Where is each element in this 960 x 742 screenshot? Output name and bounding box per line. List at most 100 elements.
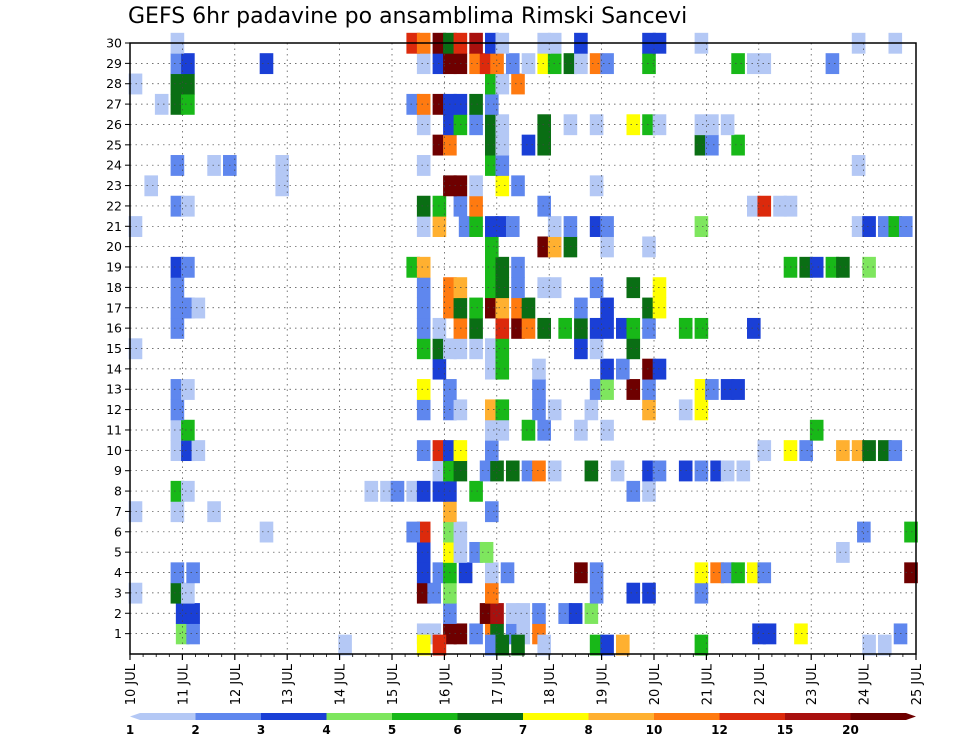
heatmap-cell [128, 216, 143, 237]
heatmap-cell [469, 195, 483, 217]
heatmap-cell [705, 379, 719, 400]
y-tick-label: 3 [114, 585, 122, 600]
y-tick-label: 22 [106, 198, 122, 213]
heatmap-cell [364, 480, 379, 502]
colorbar-swatch [392, 713, 458, 720]
heatmap-cell [406, 93, 421, 115]
heatmap-cell [495, 634, 510, 656]
heatmap-cell [694, 562, 709, 584]
y-tick-label: 8 [114, 484, 122, 499]
heatmap-cell [495, 358, 510, 380]
y-tick-label: 6 [114, 524, 122, 539]
heatmap-cell [416, 195, 431, 217]
heatmap-cell [380, 480, 394, 502]
heatmap-cell [532, 460, 546, 482]
heatmap-cell [469, 175, 483, 197]
heatmap-cell [170, 419, 185, 441]
x-tick-label: 13 JUL [281, 663, 296, 705]
heatmap-cell [694, 582, 709, 604]
heatmap-cell [485, 73, 499, 95]
heatmap-cell [574, 562, 588, 584]
heatmap-cell [170, 297, 185, 319]
y-tick-label: 9 [114, 463, 122, 478]
heatmap-cell [416, 480, 431, 502]
heatmap-cell [600, 317, 614, 339]
y-tick-label: 20 [106, 239, 122, 254]
heatmap-cell [416, 338, 431, 360]
heatmap-cell [416, 53, 431, 75]
heatmap-cell [275, 155, 290, 176]
heatmap-cell [511, 175, 525, 197]
heatmap-cell [720, 562, 735, 584]
heatmap-cell [416, 521, 431, 543]
heatmap-cell [128, 582, 143, 604]
heatmap-cell [532, 603, 546, 624]
y-tick-label: 11 [106, 422, 122, 437]
heatmap-cell [836, 541, 850, 563]
heatmap-cell [469, 297, 483, 319]
y-tick-label: 19 [106, 260, 122, 275]
heatmap-cell [181, 379, 195, 400]
heatmap-cell [710, 562, 724, 584]
heatmap-cell [275, 175, 290, 197]
heatmap-cell [537, 419, 552, 441]
x-tick-label: 16 JUL [438, 663, 453, 705]
heatmap-cell [694, 634, 709, 656]
heatmap-cell [616, 634, 630, 656]
heatmap-cell [495, 419, 510, 441]
heatmap-cell [600, 358, 614, 380]
heatmap-cell [479, 460, 494, 482]
heatmap-cell [485, 216, 499, 237]
heatmap-cell [170, 480, 185, 502]
heatmap-cell [851, 440, 866, 462]
heatmap-cell [416, 541, 431, 563]
y-tick-label: 29 [106, 56, 122, 71]
heatmap-cell [862, 634, 876, 656]
heatmap-cell [731, 134, 745, 156]
heatmap-cell [495, 317, 510, 339]
heatmap-cell [610, 460, 625, 482]
heatmap-cell [495, 338, 510, 360]
heatmap-cell [589, 379, 604, 400]
heatmap-cell [170, 399, 185, 421]
heatmap-cell [757, 562, 772, 584]
colorbar-swatch [523, 713, 589, 720]
heatmap-cell [757, 440, 772, 462]
heatmap-cell [485, 358, 499, 380]
heatmap-cell [479, 541, 494, 563]
heatmap-cell [600, 236, 614, 258]
x-tick-label: 22 JUL [753, 663, 768, 705]
y-tick-label: 24 [106, 158, 122, 173]
heatmap-cell [731, 379, 745, 400]
heatmap-cell [584, 460, 599, 482]
colorbar-label: 6 [453, 723, 461, 737]
heatmap-cell [181, 480, 195, 502]
x-tick-label: 19 JUL [596, 663, 611, 705]
heatmap-cell [589, 175, 604, 197]
heatmap-cell [170, 440, 185, 462]
heatmap-cell [181, 297, 195, 319]
heatmap-cell [642, 297, 656, 319]
heatmap-cell [416, 317, 431, 339]
x-tick-label: 21 JUL [700, 663, 715, 705]
heatmap-cell [747, 317, 761, 339]
colorbar-label: 4 [322, 723, 330, 737]
heatmap-cell [485, 114, 499, 136]
heatmap-cell [505, 216, 520, 237]
heatmap-cell [154, 93, 169, 115]
x-tick-label: 24 JUL [858, 663, 873, 705]
chart-title: GEFS 6hr padavine po ansamblima Rimski S… [128, 4, 688, 29]
x-tick-label: 23 JUL [805, 663, 820, 705]
heatmap-cell [181, 419, 195, 441]
heatmap-cell [537, 134, 552, 156]
y-tick-label: 10 [106, 443, 122, 458]
y-tick-label: 18 [106, 280, 122, 295]
heatmap-cell [600, 53, 614, 75]
heatmap-cell [485, 562, 499, 584]
colorbar-swatch [719, 713, 785, 720]
heatmap-cell [589, 562, 604, 584]
heatmap-cell [616, 358, 630, 380]
heatmap-cell [600, 297, 614, 319]
heatmap-cell [511, 256, 525, 278]
y-tick-label: 27 [106, 97, 122, 112]
